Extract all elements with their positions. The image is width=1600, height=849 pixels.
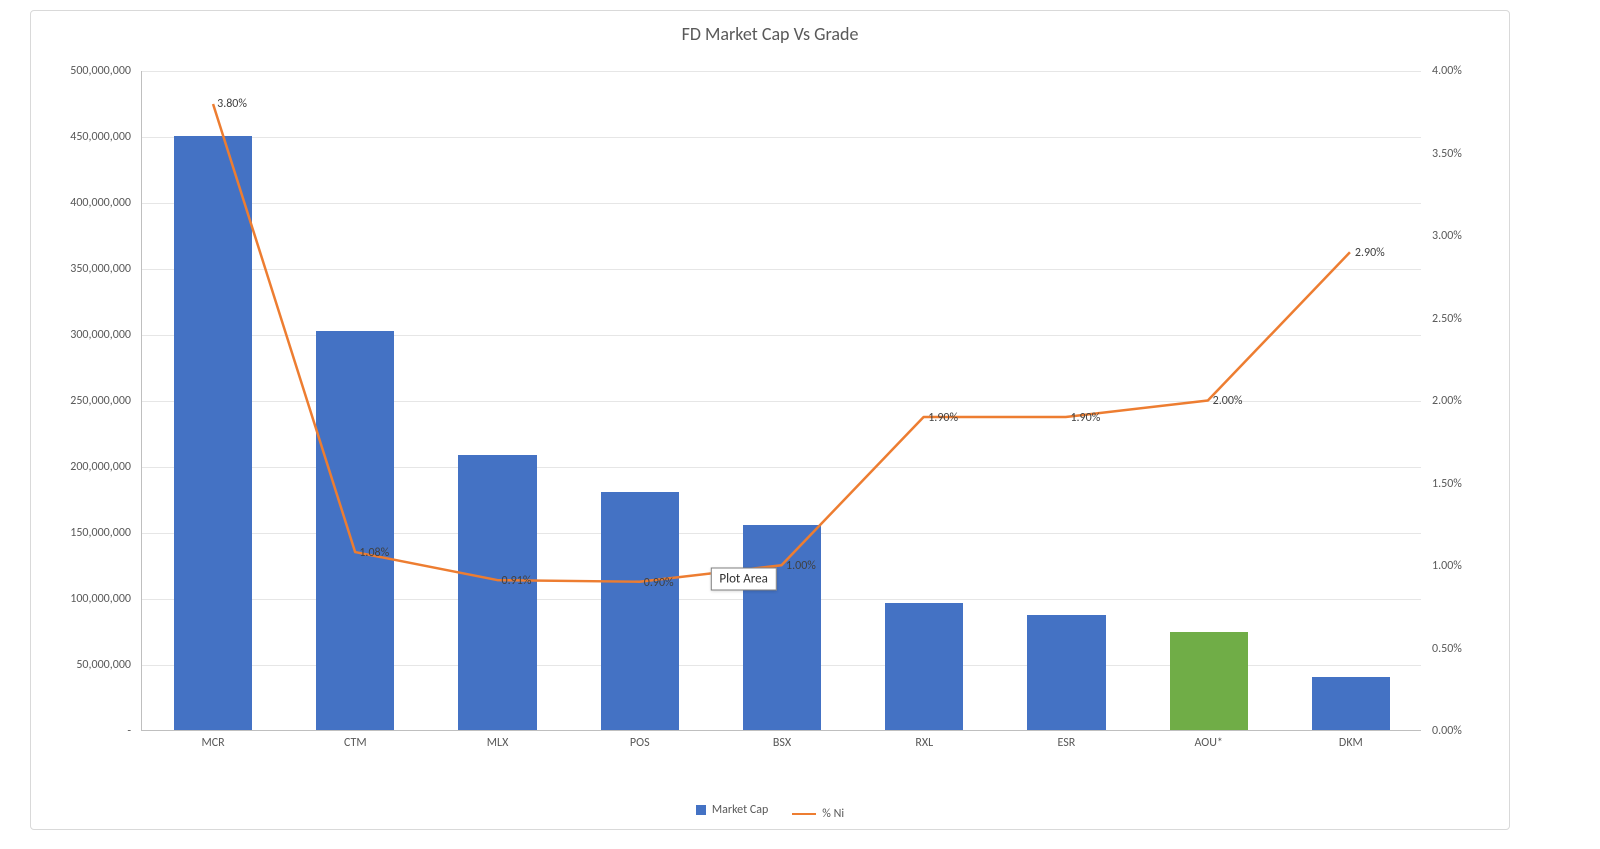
x-axis-category-label: MLX <box>487 736 509 750</box>
line-data-label: 1.90% <box>1070 411 1100 425</box>
y-right-tick-label: 2.50% <box>1432 312 1492 326</box>
legend-label: Market Cap <box>712 803 768 817</box>
chart-container: FD Market Cap Vs Grade -50,000,000100,00… <box>30 10 1510 830</box>
line-data-label: 1.00% <box>786 559 816 573</box>
y-left-tick-label: 50,000,000 <box>41 658 131 672</box>
x-axis-category-label: POS <box>630 736 650 750</box>
x-axis-category-label: ESR <box>1058 736 1076 750</box>
legend-item[interactable]: % Ni <box>792 807 844 821</box>
chart-title: FD Market Cap Vs Grade <box>31 23 1509 45</box>
x-axis-category-label: DKM <box>1339 736 1363 750</box>
line-data-label: 1.08% <box>359 546 389 560</box>
x-axis-category-label: CTM <box>344 736 367 750</box>
y-right-tick-label: 1.50% <box>1432 477 1492 491</box>
line-data-label: 2.90% <box>1355 246 1385 260</box>
x-axis-category-label: MCR <box>202 736 225 750</box>
legend-swatch-bar-icon <box>696 805 706 815</box>
line-data-label: 2.00% <box>1213 394 1243 408</box>
legend-item[interactable]: Market Cap <box>696 803 768 817</box>
y-left-tick-label: - <box>41 724 131 738</box>
y-left-tick-label: 150,000,000 <box>41 526 131 540</box>
y-left-tick-label: 100,000,000 <box>41 592 131 606</box>
y-right-tick-label: 3.50% <box>1432 147 1492 161</box>
legend: Market Cap % Ni <box>31 803 1509 821</box>
y-right-tick-label: 0.00% <box>1432 724 1492 738</box>
y-right-tick-label: 0.50% <box>1432 642 1492 656</box>
line-data-label: 1.90% <box>928 411 958 425</box>
y-left-tick-label: 200,000,000 <box>41 460 131 474</box>
line-data-label: 3.80% <box>217 97 247 111</box>
y-right-tick-label: 1.00% <box>1432 559 1492 573</box>
y-left-tick-label: 250,000,000 <box>41 394 131 408</box>
y-right-tick-label: 3.00% <box>1432 229 1492 243</box>
y-right-tick-label: 2.00% <box>1432 394 1492 408</box>
x-axis-category-label: AOU* <box>1194 736 1222 750</box>
plot-area[interactable]: -50,000,000100,000,000150,000,000200,000… <box>141 71 1421 731</box>
legend-label: % Ni <box>822 807 844 821</box>
y-right-tick-label: 4.00% <box>1432 64 1492 78</box>
y-left-tick-label: 400,000,000 <box>41 196 131 210</box>
y-left-tick-label: 450,000,000 <box>41 130 131 144</box>
x-axis-category-label: RXL <box>915 736 933 750</box>
y-left-tick-label: 300,000,000 <box>41 328 131 342</box>
y-left-tick-label: 500,000,000 <box>41 64 131 78</box>
hover-tooltip: Plot Area <box>710 568 776 591</box>
line-data-label: 0.91% <box>502 574 532 588</box>
x-axis-category-label: BSX <box>773 736 791 750</box>
legend-swatch-line-icon <box>792 813 816 815</box>
y-left-tick-label: 350,000,000 <box>41 262 131 276</box>
line-data-label: 0.90% <box>644 576 674 590</box>
